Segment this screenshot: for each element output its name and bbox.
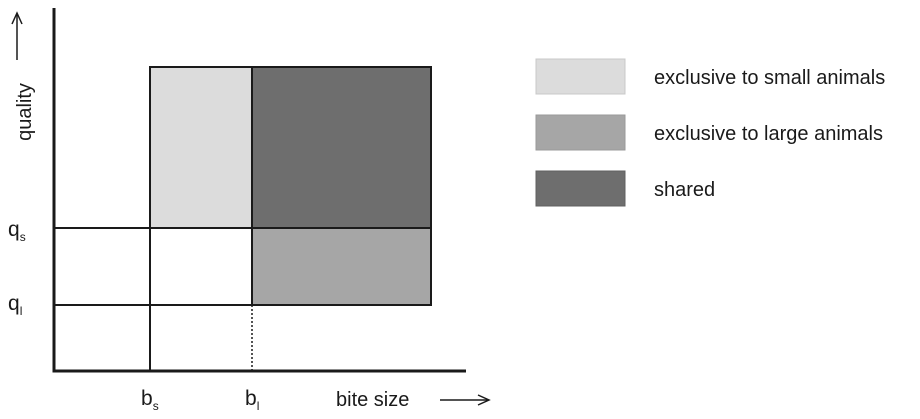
x-axis-label: bite size (336, 389, 409, 411)
legend-item-shared: shared (535, 170, 715, 207)
legend-item-exclusive-small: exclusive to small animals (535, 58, 885, 95)
legend-label-large: exclusive to large animals (654, 123, 883, 145)
y-tick-ql: ql (8, 292, 22, 318)
x-tick-bl: bl (245, 387, 259, 413)
region-shared (252, 67, 431, 228)
region-exclusive-small (150, 67, 252, 228)
x-axis-arrow-icon (440, 394, 491, 406)
legend-item-exclusive-large: exclusive to large animals (535, 114, 883, 151)
legend: exclusive to small animals exclusive to … (535, 58, 885, 207)
y-axis-arrow-icon (11, 11, 23, 60)
y-tick-qs: qs (8, 218, 26, 244)
legend-swatch-shared (535, 170, 626, 207)
legend-label-shared: shared (654, 179, 715, 201)
threshold-lines (54, 227, 252, 371)
legend-swatch-large (535, 114, 626, 151)
x-tick-bs: bs (141, 387, 159, 413)
y-axis-label: quality (14, 83, 36, 141)
legend-label-small: exclusive to small animals (654, 67, 885, 89)
region-exclusive-large (252, 228, 431, 305)
legend-swatch-small (535, 58, 626, 95)
